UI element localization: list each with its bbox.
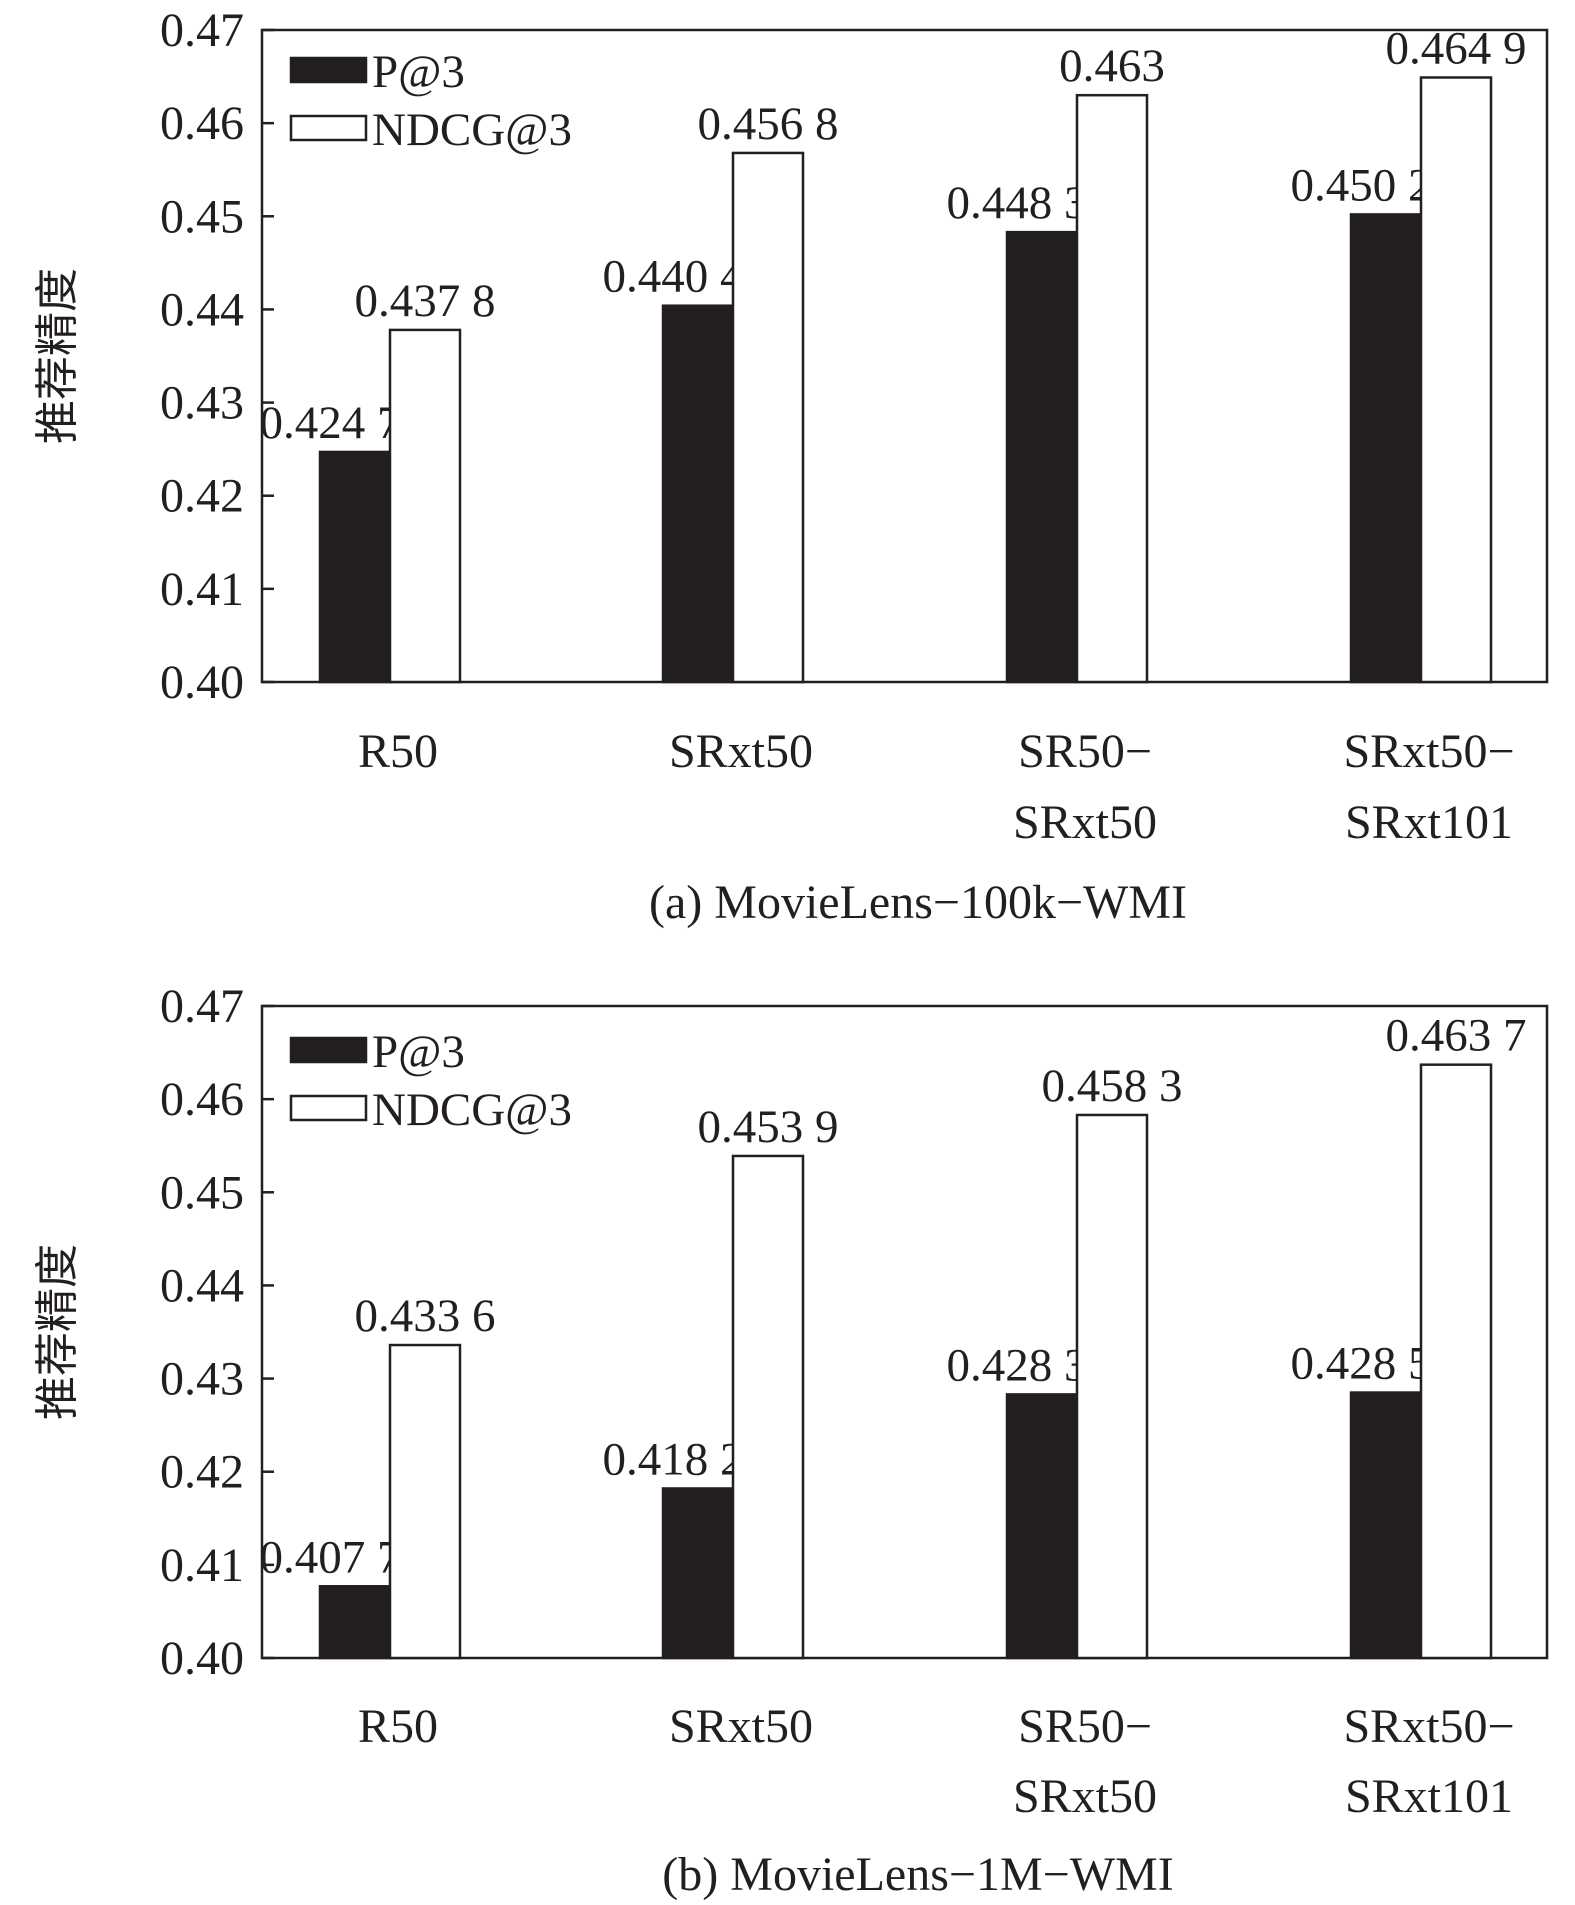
plot-frame bbox=[260, 1004, 1549, 1660]
data-label: 0.424 7 bbox=[260, 397, 401, 449]
x-category-label: SRxt101 bbox=[1345, 796, 1513, 849]
bar-ndcg-at-3 bbox=[731, 151, 805, 684]
legend-label: NDCG@3 bbox=[372, 104, 572, 156]
y-tick-label: 0.41 bbox=[160, 563, 244, 616]
x-category-label: SRxt50 bbox=[1013, 796, 1157, 849]
data-label: 0.456 8 bbox=[698, 98, 839, 150]
y-tick-label: 0.42 bbox=[160, 470, 244, 523]
bar-ndcg-at-3 bbox=[388, 328, 462, 684]
bar-p-at-3 bbox=[1349, 213, 1423, 684]
y-tick-label: 0.43 bbox=[160, 377, 244, 430]
bar-ndcg-at-3 bbox=[1419, 76, 1493, 684]
bar-ndcg-at-3 bbox=[388, 1343, 462, 1660]
x-category-label: SRxt50− bbox=[1343, 725, 1514, 778]
data-label: 0.463 bbox=[1059, 40, 1165, 92]
data-label: 0.437 8 bbox=[355, 275, 496, 327]
legend-swatch-p-at-3 bbox=[289, 56, 368, 84]
x-category-label: SRxt101 bbox=[1345, 1770, 1513, 1823]
data-label: 0.428 3 bbox=[947, 1339, 1088, 1391]
y-tick-label: 0.45 bbox=[160, 190, 244, 243]
data-label: 0.463 7 bbox=[1386, 1010, 1527, 1062]
x-category-label: R50 bbox=[358, 725, 438, 778]
y-tick-label: 0.40 bbox=[160, 656, 244, 709]
bar-p-at-3 bbox=[661, 304, 735, 684]
bar-p-at-3 bbox=[1005, 230, 1079, 684]
y-tick-label: 0.47 bbox=[160, 980, 244, 1033]
bar-p-at-3 bbox=[318, 1585, 392, 1660]
legend-label: P@3 bbox=[372, 1026, 465, 1078]
data-label: 0.448 3 bbox=[947, 177, 1088, 229]
bar-ndcg-at-3 bbox=[1075, 93, 1149, 684]
bar-ndcg-at-3 bbox=[731, 1154, 805, 1660]
bar-p-at-3 bbox=[661, 1487, 735, 1660]
data-label: 0.433 6 bbox=[355, 1290, 496, 1342]
x-category-label: SRxt50 bbox=[669, 1700, 813, 1753]
x-category-label: SRxt50− bbox=[1343, 1700, 1514, 1753]
y-axis-label: 推荐精度 bbox=[32, 268, 83, 444]
legend-swatch-p-at-3 bbox=[289, 1036, 368, 1064]
x-category-label: SR50− bbox=[1018, 1700, 1152, 1753]
y-tick-label: 0.45 bbox=[160, 1166, 244, 1219]
x-category-label: R50 bbox=[358, 1700, 438, 1753]
x-category-label: SRxt50 bbox=[1013, 1770, 1157, 1823]
y-tick-label: 0.44 bbox=[160, 1259, 244, 1312]
data-label: 0.458 3 bbox=[1042, 1060, 1183, 1112]
data-label: 0.450 2 bbox=[1291, 159, 1432, 211]
bar-ndcg-at-3 bbox=[1419, 1063, 1493, 1660]
chart-panel-a: 0.40 0.41 0.42 0.43 0.44 0.45 0.46 0.47 推荐精度 0.42… bbox=[32, 4, 1549, 929]
y-tick-label: 0.46 bbox=[160, 97, 244, 150]
chart-caption: (a) MovieLens−100k−WMI bbox=[649, 876, 1187, 929]
bar-p-at-3 bbox=[1349, 1391, 1423, 1660]
bar-p-at-3 bbox=[318, 450, 392, 684]
chart-panel-b: 0.40 0.41 0.42 0.43 0.44 0.45 0.46 0.47 推荐精度 0.40… bbox=[32, 980, 1549, 1901]
legend-swatch-ndcg-at-3 bbox=[289, 114, 368, 142]
y-tick-label: 0.44 bbox=[160, 283, 244, 336]
data-label: 0.428 5 bbox=[1291, 1338, 1432, 1390]
bar-p-at-3 bbox=[1005, 1393, 1079, 1660]
legend-swatch-ndcg-at-3 bbox=[289, 1094, 368, 1122]
y-tick-label: 0.46 bbox=[160, 1073, 244, 1126]
data-label: 0.418 2 bbox=[603, 1433, 744, 1485]
y-axis-label: 推荐精度 bbox=[32, 1244, 83, 1420]
data-label: 0.407 7 bbox=[260, 1531, 401, 1583]
y-tick-label: 0.40 bbox=[160, 1632, 244, 1685]
plot-frame bbox=[260, 28, 1549, 684]
legend-label: NDCG@3 bbox=[372, 1084, 572, 1136]
chart-caption: (b) MovieLens−1M−WMI bbox=[662, 1848, 1173, 1901]
y-tick-label: 0.43 bbox=[160, 1353, 244, 1406]
y-tick-label: 0.47 bbox=[160, 4, 244, 57]
data-label: 0.453 9 bbox=[698, 1101, 839, 1153]
y-tick-label: 0.42 bbox=[160, 1446, 244, 1499]
x-category-label: SR50− bbox=[1018, 725, 1152, 778]
bar-ndcg-at-3 bbox=[1075, 1113, 1149, 1660]
x-category-label: SRxt50 bbox=[669, 725, 813, 778]
legend-label: P@3 bbox=[372, 46, 465, 98]
data-label: 0.440 4 bbox=[603, 251, 744, 303]
y-tick-label: 0.41 bbox=[160, 1539, 244, 1592]
data-label: 0.464 9 bbox=[1386, 23, 1527, 75]
